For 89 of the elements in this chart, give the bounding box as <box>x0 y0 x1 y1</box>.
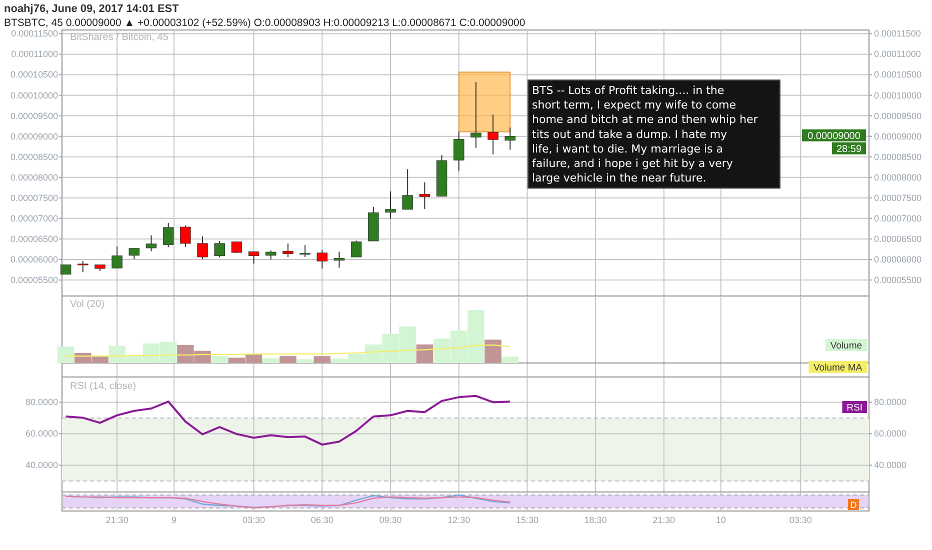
candlestick <box>470 82 482 148</box>
text: RSI <box>846 402 863 414</box>
y2-tick-label: 0.00011500 <box>874 28 921 39</box>
text: Volume <box>830 340 862 352</box>
y2-tick-label: 0.00006500 <box>874 234 922 244</box>
x-tick-label: 06:30 <box>310 515 334 525</box>
y-tick-label: 0.00009500 <box>10 110 58 121</box>
candlestick <box>214 240 225 258</box>
y-tick-label: 0.00006500 <box>10 234 58 244</box>
candlestick <box>488 114 498 155</box>
x-tick-label: 21:30 <box>106 515 128 525</box>
annotation: D <box>850 500 858 510</box>
candlestick <box>265 250 276 260</box>
bar <box>57 346 74 363</box>
y-tick-label: 0.00007000 <box>10 213 58 224</box>
y-tick-label: 0.00011500 <box>11 28 58 39</box>
y-tick-label: 0.00005500 <box>10 274 58 285</box>
candlestick <box>60 264 72 274</box>
y2-tick-label: 0.00005500 <box>874 274 922 285</box>
candlestick <box>504 127 516 150</box>
candlestick <box>300 244 310 258</box>
bar <box>280 356 296 363</box>
bar <box>416 344 434 363</box>
y2-tick-label: 80.0000 <box>874 397 907 408</box>
y2-tick-label: 40.0000 <box>874 460 907 470</box>
y2-tick-label: 0.00008500 <box>874 152 922 162</box>
y-tick-label: 80.0000 <box>25 397 58 408</box>
bar <box>502 356 518 363</box>
bar <box>296 359 314 363</box>
candlestick <box>231 241 242 254</box>
y2-tick-label: 0.00007000 <box>874 213 922 224</box>
y2-tick-label: 0.00007500 <box>874 192 922 203</box>
y-tick-label: 0.00008000 <box>10 172 58 182</box>
y-tick-label: 0.00010000 <box>10 90 58 100</box>
x-tick-label: 9 <box>172 515 177 525</box>
candlestick <box>146 234 157 252</box>
annotation: 0.00009000 <box>808 130 861 142</box>
y2-tick-label: 0.00009000 <box>874 131 922 142</box>
y2-tick-label: 0.00006000 <box>874 254 922 264</box>
x-tick-label: 12:30 <box>448 515 470 525</box>
candlestick <box>180 224 191 248</box>
y-tick-label: 60.0000 <box>25 428 58 439</box>
y-tick-label: 0.00007500 <box>10 192 58 203</box>
x-tick-label: 18:30 <box>584 515 607 525</box>
y-tick-label: 0.00010500 <box>10 70 58 80</box>
candlestick <box>334 251 345 268</box>
candlestick <box>162 222 174 248</box>
x-tick-label: 21:30 <box>652 515 676 525</box>
bar <box>262 358 280 363</box>
y-tick-label: 0.00008500 <box>10 152 58 162</box>
candlestick <box>453 131 464 172</box>
x-tick-label: 03:30 <box>789 515 812 525</box>
y2-tick-label: 0.00009500 <box>874 110 922 121</box>
candlestick <box>78 260 88 273</box>
candlestick <box>419 182 430 210</box>
x-tick-label: 10 <box>716 515 726 525</box>
chart-title: Vol (20) <box>70 299 104 310</box>
text: Volume MA <box>814 362 863 374</box>
x-tick-label: 09:30 <box>379 515 402 525</box>
bar <box>211 356 228 363</box>
candlestick <box>197 236 208 260</box>
candlestick <box>385 190 396 220</box>
annotation: 28:59 <box>836 144 862 155</box>
y-tick-label: 0.00006000 <box>10 254 58 264</box>
bar <box>314 356 331 363</box>
candlestick <box>402 168 413 210</box>
annotation: BTS -- Lots of Profit taking.... in the short term, I expect my wife to come home and bitch at me and then whip her tits out and take a dump. I hate my life, i want to die. My marriage is a failure, and i hope i get hit by a very large vehicle in the near future. <box>532 84 758 185</box>
bar <box>484 340 502 363</box>
y2-tick-label: 0.00011000 <box>874 49 921 60</box>
candlestick <box>112 246 122 269</box>
y2-tick-label: 0.00010500 <box>874 70 922 80</box>
candlestick <box>316 250 328 269</box>
candlestick <box>350 240 362 258</box>
y-tick-label: 0.00009000 <box>10 131 58 142</box>
annotation: BitShares / Bitcoin, 45 <box>70 32 169 43</box>
chart-subtitle: BTSBTC, 45 0.00009000 ▲ +0.00003102 (+52.59%) O:0.00008903 H:0.00009213 L:0.00008671 C:0.00009000 <box>4 17 526 29</box>
x-tick-label: 03:30 <box>242 515 266 525</box>
line-series <box>64 394 512 446</box>
candlestick <box>248 251 260 264</box>
y-tick-label: 40.0000 <box>25 460 58 470</box>
x-tick-label: 15:30 <box>516 515 538 525</box>
y-tick-label: 0.00011000 <box>11 49 58 60</box>
candlestick <box>128 248 140 260</box>
candlestick <box>282 242 294 258</box>
y2-tick-label: 0.00008000 <box>874 172 922 182</box>
chart-title: RSI (14, close) <box>70 381 136 392</box>
chart-title: noahj76, June 09, 2017 14:01 EST <box>4 3 180 15</box>
y2-tick-label: 60.0000 <box>874 428 907 439</box>
y2-tick-label: 0.00010000 <box>874 90 922 100</box>
